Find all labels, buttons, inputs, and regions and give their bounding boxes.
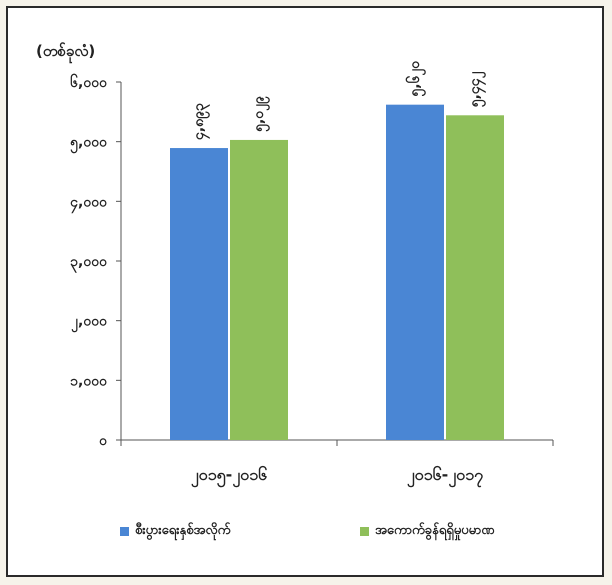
y-tick-label: ၂,၀၀၀	[71, 314, 108, 333]
chart-frame: (တစ်ခုလံ) ၀၁,၀၀၀ ၂,၀၀၀ ၃,၀၀၀ ၄,၀၀၀ ၅,၀၀၀ ၆,၀၀…	[6, 6, 604, 577]
data-label: ၅,၄၄၂	[467, 70, 486, 107]
legend: စီးပွားရေးနှစ်အလိုက် အကောက်ခွန်ရရှိမှုပမ…	[8, 522, 606, 552]
y-tick-label: ၃,၀၀၀	[70, 254, 108, 273]
y-tick-label: ၆,၀၀၀	[70, 74, 108, 91]
legend-swatch	[360, 527, 369, 536]
bar	[230, 140, 288, 440]
category-label: ၂၀၁၅-၂၀၁၆	[191, 465, 267, 488]
legend-label: စီးပွားရေးနှစ်အလိုက်	[135, 522, 230, 541]
y-tick-label: ၀	[99, 433, 108, 449]
legend-label: အကောက်ခွန်ရရှိမှုပမာဏ	[375, 522, 494, 541]
y-tick-label: ၅,၀၀၀	[70, 135, 108, 154]
data-label: ၅,၀၂၉	[251, 95, 270, 132]
bar	[386, 105, 444, 440]
y-tick-label: ၄,၀၀၀	[70, 194, 108, 213]
legend-item-series-2: အကောက်ခွန်ရရှိမှုပမာဏ	[360, 522, 494, 541]
legend-item-series-1: စီးပွားရေးနှစ်အလိုက်	[120, 522, 230, 541]
bar	[446, 115, 504, 440]
y-tick-label: ၁,၀၀၀	[70, 373, 108, 389]
legend-swatch	[120, 527, 129, 536]
data-label: ၄,၈၉၃	[191, 103, 210, 140]
category-label: ၂၀၁၆-၂၀၁၇	[407, 465, 483, 488]
data-label: ၅,၆၂၀	[406, 60, 426, 97]
bar	[170, 148, 228, 440]
